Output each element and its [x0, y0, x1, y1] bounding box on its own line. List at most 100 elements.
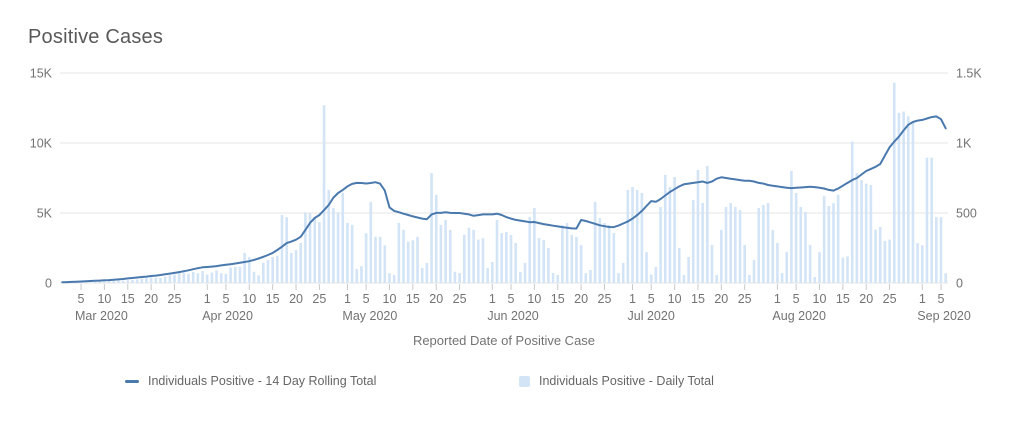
- bar-daily-total[interactable]: [154, 277, 158, 283]
- bar-daily-total[interactable]: [79, 282, 83, 283]
- bar-daily-total[interactable]: [491, 262, 494, 283]
- bar-daily-total[interactable]: [247, 257, 251, 283]
- bar-daily-total[interactable]: [832, 203, 835, 283]
- bar-daily-total[interactable]: [902, 111, 905, 284]
- bar-daily-total[interactable]: [911, 122, 915, 283]
- bar-daily-total[interactable]: [238, 266, 242, 283]
- bar-daily-total[interactable]: [276, 255, 279, 283]
- bar-daily-total[interactable]: [785, 252, 789, 283]
- bar-daily-total[interactable]: [444, 220, 447, 283]
- bar-daily-total[interactable]: [271, 257, 274, 283]
- bar-daily-total[interactable]: [551, 273, 555, 283]
- bar-daily-total[interactable]: [635, 190, 639, 283]
- bar-daily-total[interactable]: [75, 282, 78, 283]
- bar-daily-total[interactable]: [439, 224, 443, 283]
- bar-daily-total[interactable]: [341, 192, 345, 283]
- bar-daily-total[interactable]: [453, 271, 457, 283]
- bar-daily-total[interactable]: [145, 278, 148, 283]
- bar-daily-total[interactable]: [327, 189, 331, 283]
- bar-daily-total[interactable]: [846, 256, 849, 283]
- bar-daily-total[interactable]: [215, 270, 218, 283]
- bar-daily-total[interactable]: [299, 243, 302, 283]
- bar-daily-total[interactable]: [434, 194, 438, 283]
- bar-daily-total[interactable]: [392, 275, 396, 283]
- bar-daily-total[interactable]: [294, 250, 298, 283]
- bar-daily-total[interactable]: [397, 222, 401, 283]
- bar-daily-total[interactable]: [262, 262, 265, 283]
- bar-daily-total[interactable]: [514, 242, 517, 283]
- bar-daily-total[interactable]: [561, 225, 564, 283]
- bar-daily-total[interactable]: [360, 266, 363, 283]
- bar-daily-total[interactable]: [472, 229, 475, 283]
- bar-daily-total[interactable]: [715, 275, 718, 283]
- bar-daily-total[interactable]: [313, 217, 317, 283]
- bar-daily-total[interactable]: [663, 175, 667, 283]
- bar-daily-total[interactable]: [257, 275, 260, 283]
- bar-daily-total[interactable]: [724, 206, 728, 283]
- bar-daily-total[interactable]: [448, 229, 452, 283]
- bar-daily-total[interactable]: [350, 224, 354, 283]
- bar-daily-total[interactable]: [598, 218, 602, 283]
- bar-daily-total[interactable]: [626, 190, 630, 283]
- bar-daily-total[interactable]: [481, 238, 485, 283]
- bar-daily-total[interactable]: [369, 201, 373, 283]
- bar-daily-total[interactable]: [233, 266, 237, 283]
- bar-daily-total[interactable]: [229, 267, 232, 283]
- bar-daily-total[interactable]: [579, 245, 583, 283]
- bar-daily-total[interactable]: [364, 233, 368, 283]
- bar-daily-total[interactable]: [308, 213, 312, 283]
- bar-daily-total[interactable]: [159, 278, 162, 283]
- bar-daily-total[interactable]: [318, 222, 321, 283]
- bar-daily-total[interactable]: [210, 272, 214, 284]
- bar-daily-total[interactable]: [640, 192, 644, 283]
- bar-daily-total[interactable]: [519, 271, 522, 283]
- bar-daily-total[interactable]: [131, 279, 134, 283]
- bar-daily-total[interactable]: [500, 233, 503, 283]
- bar-daily-total[interactable]: [892, 82, 896, 283]
- bar-daily-total[interactable]: [864, 183, 868, 283]
- bar-daily-total[interactable]: [589, 269, 592, 283]
- bar-daily-total[interactable]: [458, 273, 461, 283]
- bar-daily-total[interactable]: [304, 212, 307, 283]
- bar-daily-total[interactable]: [710, 245, 714, 283]
- bar-daily-total[interactable]: [790, 171, 793, 283]
- bar-daily-total[interactable]: [729, 203, 732, 283]
- bar-daily-total[interactable]: [593, 201, 597, 283]
- bar-daily-total[interactable]: [916, 243, 919, 283]
- bar-daily-total[interactable]: [766, 203, 770, 283]
- bar-daily-total[interactable]: [533, 207, 536, 283]
- bar-daily-total[interactable]: [659, 206, 662, 283]
- bar-daily-total[interactable]: [523, 262, 527, 283]
- bar-daily-total[interactable]: [112, 280, 116, 283]
- bar-daily-total[interactable]: [743, 245, 746, 283]
- bar-daily-total[interactable]: [888, 239, 891, 283]
- bar-daily-total[interactable]: [98, 281, 102, 283]
- bar-daily-total[interactable]: [280, 215, 284, 283]
- bar-daily-total[interactable]: [135, 279, 139, 284]
- bar-daily-total[interactable]: [336, 212, 340, 283]
- bar-daily-total[interactable]: [668, 186, 672, 283]
- bar-daily-total[interactable]: [322, 105, 326, 283]
- bar-daily-total[interactable]: [187, 273, 190, 283]
- bar-daily-total[interactable]: [645, 252, 648, 283]
- bar-daily-total[interactable]: [649, 274, 653, 283]
- bar-daily-total[interactable]: [794, 192, 798, 283]
- bar-daily-total[interactable]: [402, 229, 405, 283]
- bar-daily-total[interactable]: [799, 206, 803, 283]
- bar-daily-total[interactable]: [584, 273, 588, 283]
- bar-daily-total[interactable]: [808, 245, 812, 283]
- bar-daily-total[interactable]: [603, 223, 606, 283]
- bar-daily-total[interactable]: [542, 240, 546, 283]
- bar-daily-total[interactable]: [383, 245, 387, 283]
- bar-daily-total[interactable]: [374, 236, 377, 283]
- bar-daily-total[interactable]: [762, 205, 765, 283]
- bar-daily-total[interactable]: [673, 177, 676, 283]
- bar-daily-total[interactable]: [346, 222, 349, 283]
- bar-daily-total[interactable]: [149, 277, 153, 283]
- bar-daily-total[interactable]: [205, 274, 209, 283]
- bar-daily-total[interactable]: [476, 239, 480, 283]
- bar-daily-total[interactable]: [612, 233, 616, 283]
- bar-daily-total[interactable]: [687, 256, 690, 283]
- bar-daily-total[interactable]: [411, 240, 415, 283]
- bar-daily-total[interactable]: [869, 185, 873, 283]
